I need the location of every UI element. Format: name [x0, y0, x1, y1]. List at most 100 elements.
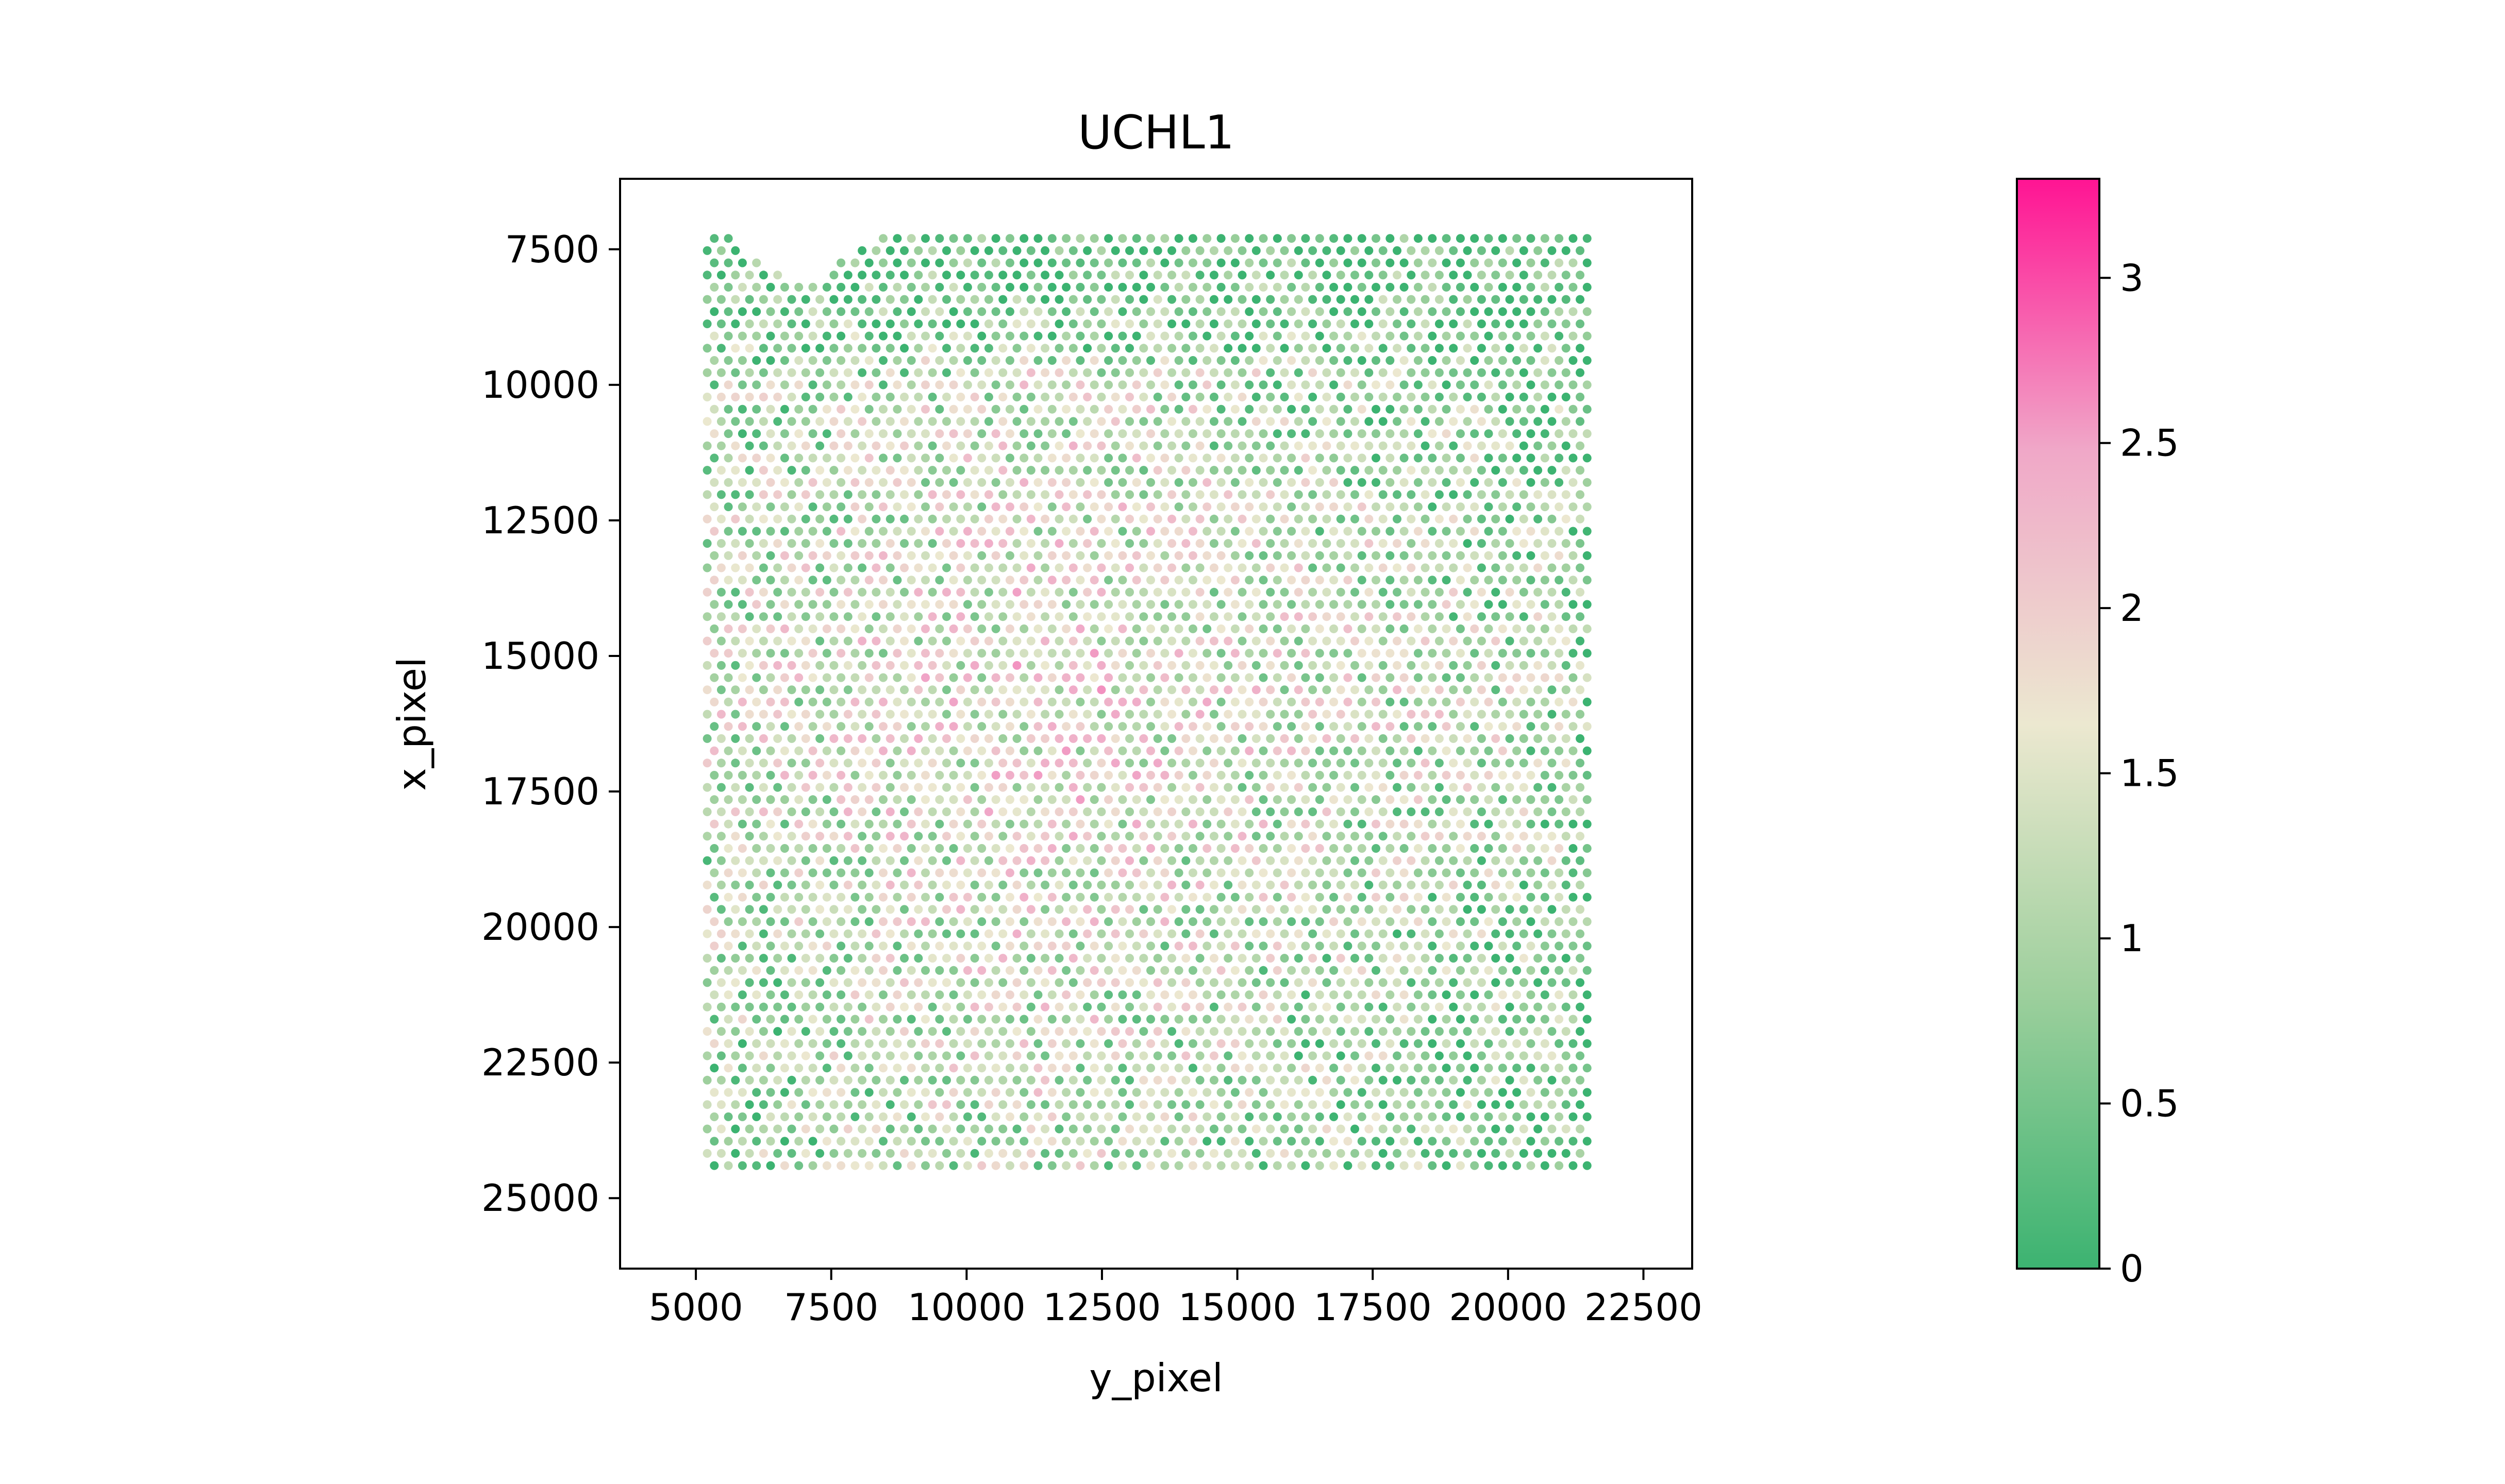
expression-spot	[1294, 344, 1303, 353]
expression-spot	[1195, 685, 1205, 695]
expression-spot	[886, 246, 895, 255]
expression-spot	[773, 881, 782, 889]
expression-spot	[1413, 453, 1423, 463]
expression-spot	[1393, 1149, 1401, 1158]
expression-spot	[773, 807, 782, 816]
expression-spot	[1568, 282, 1578, 292]
expression-spot	[1174, 1088, 1183, 1097]
expression-spot	[1364, 441, 1374, 450]
expression-spot	[1055, 514, 1064, 524]
expression-spot	[1456, 258, 1465, 267]
expression-spot	[1266, 441, 1275, 450]
expression-spot	[1428, 697, 1437, 706]
expression-spot	[1132, 941, 1141, 951]
expression-spot	[837, 746, 846, 755]
expression-spot	[1160, 478, 1170, 487]
expression-spot	[1026, 466, 1036, 475]
expression-spot	[893, 1064, 902, 1073]
expression-spot	[1251, 856, 1261, 865]
expression-spot	[1470, 1137, 1479, 1146]
expression-spot	[1047, 1137, 1057, 1146]
expression-spot	[1399, 356, 1409, 365]
expression-spot	[949, 966, 958, 975]
x-tick-label: 10000	[908, 1286, 1026, 1329]
expression-spot	[1230, 576, 1240, 585]
expression-spot	[1245, 234, 1254, 243]
expression-spot	[1413, 868, 1423, 878]
expression-spot	[1238, 685, 1247, 695]
expression-spot	[773, 319, 782, 328]
expression-spot	[850, 307, 860, 316]
expression-spot	[1125, 661, 1134, 670]
expression-spot	[998, 978, 1008, 987]
expression-spot	[822, 527, 831, 536]
expression-spot	[1428, 941, 1437, 951]
expression-spot	[1385, 1088, 1395, 1097]
expression-spot	[977, 478, 987, 487]
expression-spot	[864, 331, 874, 341]
expression-spot	[1442, 819, 1451, 829]
expression-spot	[815, 1002, 825, 1011]
expression-spot	[1561, 685, 1571, 695]
expression-spot	[1399, 771, 1409, 780]
expression-spot	[893, 576, 902, 585]
expression-spot	[1322, 978, 1331, 987]
expression-spot	[1090, 258, 1099, 267]
expression-spot	[1357, 1064, 1366, 1073]
expression-spot	[1336, 466, 1345, 475]
expression-spot	[1139, 807, 1148, 816]
expression-spot	[1519, 758, 1528, 768]
expression-spot	[1026, 295, 1036, 304]
expression-spot	[822, 1161, 831, 1170]
expression-spot	[1413, 600, 1423, 609]
expression-spot	[1372, 795, 1380, 804]
expression-spot	[1041, 490, 1050, 499]
expression-spot	[1519, 539, 1528, 548]
expression-spot	[1026, 1100, 1036, 1109]
expression-spot	[1012, 1075, 1022, 1085]
expression-spot	[949, 1161, 958, 1170]
expression-spot	[1308, 319, 1317, 328]
expression-spot	[1526, 624, 1535, 633]
expression-spot	[1097, 587, 1106, 597]
expression-spot	[1533, 685, 1543, 695]
expression-spot	[1294, 1075, 1303, 1085]
expression-spot	[752, 576, 761, 585]
expression-spot	[1407, 710, 1416, 719]
expression-spot	[1421, 563, 1430, 572]
expression-spot	[1315, 624, 1324, 633]
expression-spot	[1568, 673, 1578, 682]
expression-spot	[1224, 734, 1233, 743]
expression-spot	[1329, 429, 1339, 439]
expression-spot	[1188, 1088, 1197, 1097]
expression-spot	[1413, 404, 1423, 414]
expression-spot	[716, 978, 726, 987]
expression-spot	[1336, 1124, 1345, 1134]
expression-spot	[1540, 234, 1549, 243]
expression-spot	[886, 807, 895, 816]
expression-spot	[1364, 587, 1374, 597]
expression-spot	[1005, 258, 1014, 267]
expression-spot	[1118, 331, 1127, 341]
expression-spot	[731, 1027, 740, 1036]
expression-spot	[1273, 697, 1282, 706]
expression-spot	[963, 1112, 972, 1121]
expression-spot	[1428, 892, 1437, 902]
expression-spot	[787, 563, 796, 572]
expression-spot	[1160, 1112, 1170, 1121]
expression-spot	[1153, 929, 1162, 938]
expression-spot	[1498, 966, 1507, 975]
expression-spot	[1322, 758, 1331, 768]
expression-spot	[1097, 1027, 1106, 1036]
expression-spot	[1484, 697, 1493, 706]
expression-spot	[1230, 1088, 1240, 1097]
expression-spot	[1083, 417, 1092, 426]
expression-spot	[1062, 404, 1071, 414]
expression-spot	[1203, 624, 1212, 633]
expression-spot	[1041, 1149, 1050, 1158]
expression-spot	[949, 429, 958, 439]
expression-spot	[1547, 490, 1557, 499]
expression-spot	[1097, 1002, 1106, 1011]
expression-spot	[1357, 771, 1366, 780]
expression-spot	[879, 307, 888, 316]
